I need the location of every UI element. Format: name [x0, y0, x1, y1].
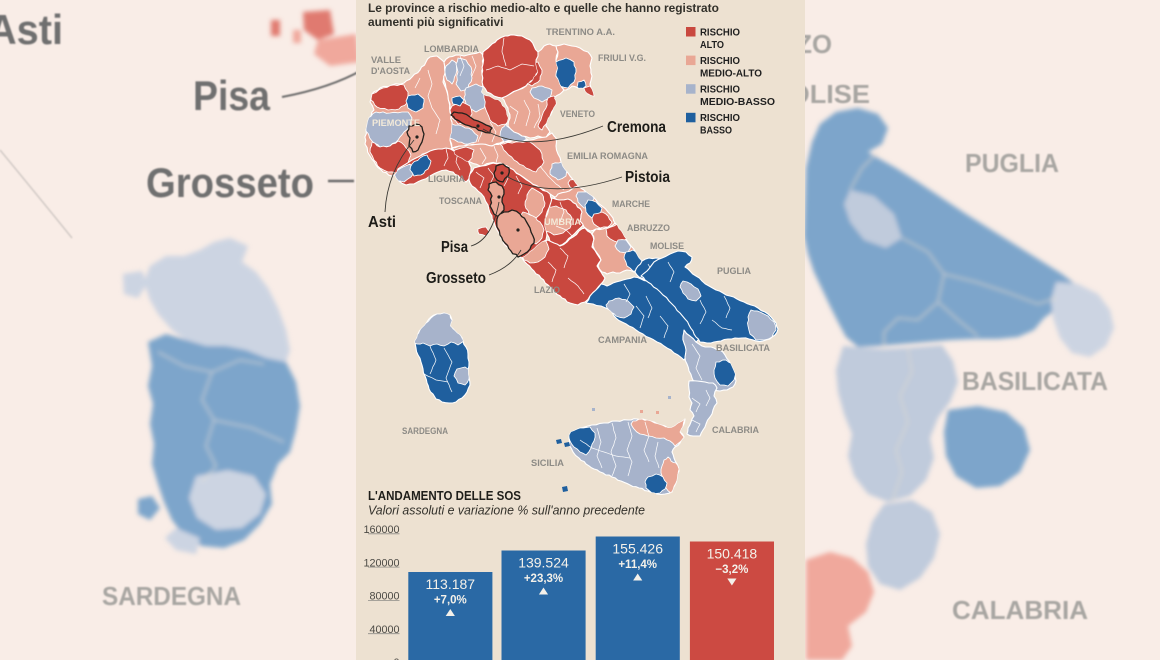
svg-text:+7,0%: +7,0% — [434, 595, 467, 607]
svg-text:+11,4%: +11,4% — [618, 559, 657, 571]
svg-text:ABRUZZO: ABRUZZO — [627, 223, 670, 234]
svg-text:150.418: 150.418 — [707, 546, 758, 562]
svg-text:113.187: 113.187 — [426, 576, 476, 592]
svg-text:0: 0 — [393, 657, 399, 660]
svg-text:Pistoia: Pistoia — [625, 169, 670, 186]
svg-text:VALLE: VALLE — [371, 55, 401, 66]
svg-text:LIGURIA: LIGURIA — [428, 174, 465, 185]
svg-text:CAMPANIA: CAMPANIA — [598, 335, 647, 346]
svg-text:L'ANDAMENTO DELLE SOS: L'ANDAMENTO DELLE SOS — [368, 488, 521, 503]
svg-text:MARCHE: MARCHE — [612, 199, 650, 210]
svg-text:Asti: Asti — [0, 6, 63, 53]
svg-text:Grosseto: Grosseto — [426, 270, 486, 287]
svg-text:Asti: Asti — [368, 214, 396, 231]
svg-text:aumenti più significativi: aumenti più significativi — [368, 15, 503, 29]
svg-text:120000: 120000 — [363, 557, 399, 569]
svg-text:MEDIO-ALTO: MEDIO-ALTO — [700, 69, 762, 80]
svg-text:80000: 80000 — [369, 591, 399, 603]
svg-text:Pisa: Pisa — [193, 72, 271, 119]
svg-text:Le province a rischio medio-al: Le province a rischio medio-alto e quell… — [368, 1, 719, 15]
svg-text:BASILICATA: BASILICATA — [962, 366, 1108, 396]
svg-text:TOSCANA: TOSCANA — [439, 196, 482, 207]
svg-text:D'AOSTA: D'AOSTA — [371, 66, 410, 77]
svg-text:CALABRIA: CALABRIA — [712, 425, 759, 436]
svg-text:CALABRIA: CALABRIA — [952, 595, 1088, 625]
svg-text:155.426: 155.426 — [612, 541, 663, 557]
svg-text:Valori assoluti e variazione %: Valori assoluti e variazione % sull'anno… — [368, 503, 645, 518]
svg-text:RISCHIO: RISCHIO — [700, 27, 740, 38]
svg-text:PUGLIA: PUGLIA — [965, 148, 1059, 178]
svg-text:SARDEGNA: SARDEGNA — [402, 426, 448, 437]
svg-text:Cremona: Cremona — [607, 119, 666, 136]
svg-text:ALTO: ALTO — [700, 40, 724, 51]
svg-text:BASILICATA: BASILICATA — [716, 343, 770, 354]
svg-text:TRENTINO A.A.: TRENTINO A.A. — [546, 27, 615, 38]
svg-text:LOMBARDIA: LOMBARDIA — [424, 44, 479, 55]
svg-text:RISCHIO: RISCHIO — [700, 85, 740, 96]
svg-text:BASSO: BASSO — [700, 126, 732, 137]
svg-text:RISCHIO: RISCHIO — [700, 56, 740, 67]
svg-text:PUGLIA: PUGLIA — [717, 266, 751, 277]
svg-text:VENETO: VENETO — [560, 109, 595, 120]
svg-text:139.524: 139.524 — [518, 555, 569, 571]
svg-text:SARDEGNA: SARDEGNA — [102, 581, 241, 611]
svg-text:160000: 160000 — [363, 524, 399, 536]
svg-text:MOLISE: MOLISE — [650, 241, 684, 252]
svg-text:Grosseto: Grosseto — [146, 159, 314, 206]
svg-text:40000: 40000 — [369, 624, 399, 636]
svg-text:FRIULI V.G.: FRIULI V.G. — [598, 53, 646, 64]
svg-text:LAZIO: LAZIO — [534, 285, 560, 296]
svg-text:EMILIA ROMAGNA: EMILIA ROMAGNA — [567, 151, 648, 162]
svg-text:+23,3%: +23,3% — [524, 573, 563, 585]
svg-text:−3,2%: −3,2% — [715, 564, 748, 576]
svg-text:MEDIO-BASSO: MEDIO-BASSO — [700, 97, 775, 108]
svg-text:SICILIA: SICILIA — [531, 458, 564, 469]
svg-text:RISCHIO: RISCHIO — [700, 113, 740, 124]
svg-text:UMBRIA: UMBRIA — [544, 217, 581, 228]
svg-text:Pisa: Pisa — [441, 239, 468, 256]
svg-text:PIEMONTE: PIEMONTE — [372, 118, 420, 129]
